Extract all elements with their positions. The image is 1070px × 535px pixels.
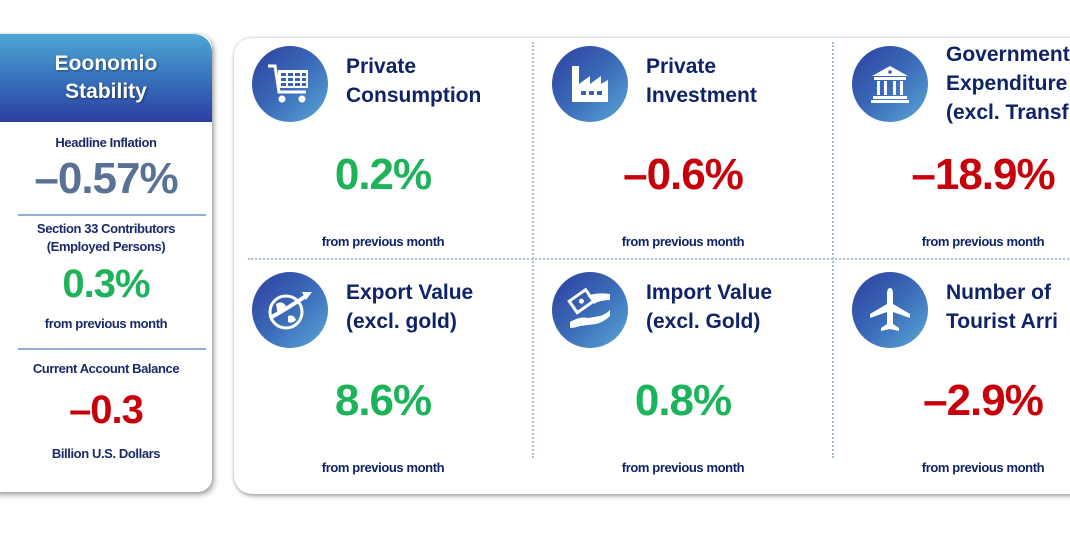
headline-inflation-section: Headline Inflation –0.57% xyxy=(0,122,212,214)
grid-divider xyxy=(832,42,834,458)
tile-note: from previous month xyxy=(921,234,1045,249)
section33-label: Section 33 Contributors (Employed Person… xyxy=(36,221,176,254)
tile-note: from previous month xyxy=(621,234,745,249)
current-account-note: Billion U.S. Dollars xyxy=(51,446,161,461)
indicators-panel: Private Consumption 0.2% from previous m… xyxy=(234,38,1070,494)
tile-title: Government Expenditure (excl. Transf xyxy=(946,43,1070,124)
tile-title: Export Value (excl. gold) xyxy=(346,281,474,333)
globe-export-icon xyxy=(252,272,328,348)
tile-title: Number of Tourist Arri xyxy=(946,281,1059,333)
economic-stability-panel: Eoonomio Stability Headline Inflation –0… xyxy=(0,34,212,492)
airplane-icon xyxy=(852,272,928,348)
divider xyxy=(18,214,206,216)
tile-value: –0.6% xyxy=(623,150,744,199)
tile-private-investment: Private Investment –0.6% from previous m… xyxy=(534,38,832,258)
panel-header: Eoonomio Stability xyxy=(0,34,212,122)
tile-import-value: Import Value (excl. Gold) 0.8% from prev… xyxy=(534,264,832,484)
current-account-label: Current Account Balance xyxy=(32,361,180,376)
headline-inflation-label: Headline Inflation xyxy=(55,135,157,150)
government-building-icon xyxy=(852,46,928,122)
tile-government-expenditure: Government Expenditure (excl. Transf –18… xyxy=(834,38,1070,258)
tile-note: from previous month xyxy=(321,460,445,475)
tile-tourist-arrivals: Number of Tourist Arri –2.9% from previo… xyxy=(834,264,1070,484)
panel-title: Eoonomio Stability xyxy=(54,52,158,103)
tile-private-consumption: Private Consumption 0.2% from previous m… xyxy=(234,38,532,258)
tile-value: –2.9% xyxy=(923,376,1044,425)
grid-divider xyxy=(248,258,1070,260)
grid-divider xyxy=(532,42,534,458)
tile-title: Private Investment xyxy=(646,55,757,107)
tile-title: Private Consumption xyxy=(346,55,482,107)
tile-note: from previous month xyxy=(321,234,445,249)
current-account-value: –0.3 xyxy=(69,388,144,432)
tile-value: 0.8% xyxy=(634,376,732,425)
tile-value: –18.9% xyxy=(911,150,1055,199)
headline-inflation-value: –0.57% xyxy=(34,154,178,203)
tile-title: Import Value (excl. Gold) xyxy=(646,281,773,333)
section33-section: Section 33 Contributors (Employed Person… xyxy=(0,216,212,348)
tile-note: from previous month xyxy=(921,460,1045,475)
divider xyxy=(18,348,206,350)
tile-export-value: Export Value (excl. gold) 8.6% from prev… xyxy=(234,264,532,484)
money-hand-icon xyxy=(552,272,628,348)
factory-icon xyxy=(552,46,628,122)
tile-note: from previous month xyxy=(621,460,745,475)
current-account-section: Current Account Balance –0.3 Billion U.S… xyxy=(0,350,212,461)
tile-value: 8.6% xyxy=(334,376,432,425)
section33-value: 0.3% xyxy=(62,262,150,306)
tile-value: 0.2% xyxy=(334,150,432,199)
section33-note: from previous month xyxy=(44,316,168,331)
shopping-cart-icon xyxy=(252,46,328,122)
